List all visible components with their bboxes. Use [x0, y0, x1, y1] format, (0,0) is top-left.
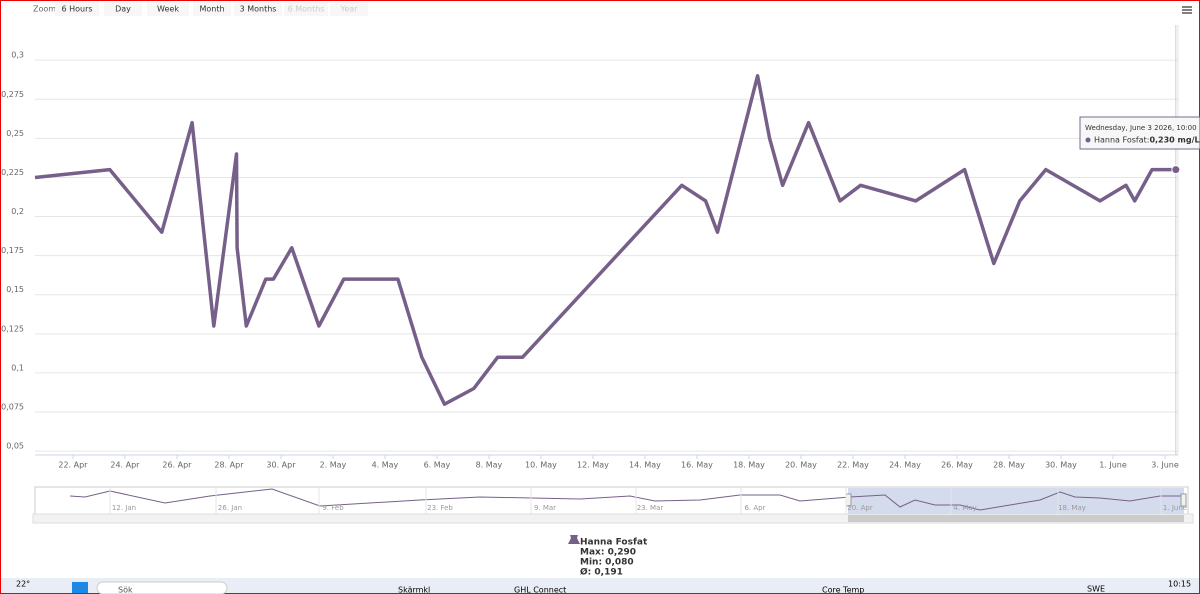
flask-icon	[568, 535, 580, 544]
x-tick-label: 24. Apr	[110, 461, 140, 470]
zoom-button[interactable]	[55, 2, 99, 16]
navigator-label: 4. May	[953, 504, 976, 512]
menu-button[interactable]	[1180, 5, 1194, 15]
y-tick-label: 0,25	[6, 129, 24, 138]
start-button[interactable]	[72, 582, 88, 593]
x-tick-label: 2. May	[320, 461, 347, 470]
taskbar-app[interactable]: GHL Connect	[514, 586, 566, 594]
series-line	[34, 74, 1176, 406]
scrollbar[interactable]	[32, 513, 1194, 524]
navigator-label: 6. Apr	[744, 504, 765, 512]
summary-avg: Ø: 0,191	[580, 567, 623, 578]
y-tick-label: 0,275	[1, 90, 24, 99]
navigator-label: 1. June	[1163, 504, 1187, 512]
tooltip	[1079, 116, 1200, 150]
y-tick-label: 0,15	[6, 285, 24, 294]
x-tick-label: 24. May	[889, 461, 921, 470]
zoom-button[interactable]	[330, 2, 368, 16]
navigator-label: 18. May	[1058, 504, 1086, 512]
x-tick-label: 16. May	[681, 461, 713, 470]
summary-min: Min: 0,080	[580, 558, 634, 568]
zoom-button[interactable]	[284, 2, 328, 16]
zoom-button[interactable]	[147, 2, 189, 16]
x-tick-label: 22. May	[837, 461, 869, 470]
zoom-button[interactable]	[104, 2, 142, 16]
navigator-label: 12. Jan	[112, 504, 136, 512]
x-tick-label: 22. Apr	[58, 461, 88, 470]
y-tick-label: 0,1	[11, 363, 24, 372]
navigator-label: 9. Mar	[534, 504, 556, 512]
y-tick-label: 0,05	[6, 442, 24, 451]
x-tick-label: 28. Apr	[214, 461, 244, 470]
zoom-button-label: 3 Months	[240, 5, 277, 14]
y-tick-label: 0,175	[1, 246, 24, 255]
zoom-button-label: Month	[199, 5, 224, 14]
x-tick-label: 6. May	[424, 461, 451, 470]
zoom-button[interactable]	[234, 2, 282, 16]
navigator-line	[69, 488, 1185, 511]
hover-point	[1171, 165, 1181, 175]
x-tick-label: 20. May	[785, 461, 817, 470]
zoom-button-label: 6 Hours	[61, 5, 92, 14]
taskbar-app[interactable]: Core Temp	[822, 586, 864, 594]
x-tick-label: 28. May	[993, 461, 1025, 470]
navigator-handle[interactable]	[1180, 493, 1187, 507]
navigator-label: 23. Feb	[427, 504, 453, 512]
tooltip-series: Hanna Fosfat:	[1094, 136, 1149, 145]
navigator-label: 20. Apr	[847, 504, 873, 512]
summary-name: Hanna Fosfat	[580, 538, 648, 548]
zoom-button-label: Week	[157, 5, 179, 14]
x-tick-label: 12. May	[577, 461, 609, 470]
zoom-button[interactable]	[193, 2, 231, 16]
summary-max: Max: 0,290	[580, 548, 636, 558]
x-tick-label: 8. May	[476, 461, 503, 470]
taskbar	[1, 578, 1199, 593]
tooltip-date: Wednesday, June 3 2026, 10:00	[1085, 124, 1197, 132]
x-tick-label: 26. May	[941, 461, 973, 470]
y-tick-label: 0,225	[1, 168, 24, 177]
language: SWE	[1087, 585, 1105, 594]
zoom-label: Zoom	[33, 5, 56, 14]
navigator-label: 23. Mar	[637, 504, 664, 512]
weather: 22°	[16, 580, 30, 589]
x-tick-label: 1. June	[1099, 461, 1127, 470]
taskbar-app[interactable]: Skärmkl	[398, 586, 430, 594]
x-tick-label: 30. May	[1045, 461, 1077, 470]
search-text: Sök	[118, 586, 133, 594]
navigator-label: 26. Jan	[218, 504, 242, 512]
x-tick-label: 18. May	[733, 461, 765, 470]
y-tick-label: 0,075	[1, 403, 24, 412]
x-tick-label: 10. May	[525, 461, 557, 470]
scrollbar-thumb[interactable]	[848, 515, 1184, 522]
zoom-button-label: Year	[340, 5, 359, 14]
x-tick-label: 26. Apr	[162, 461, 192, 470]
x-tick-label: 4. May	[372, 461, 399, 470]
navigator-label: 9. Feb	[322, 504, 344, 512]
tooltip-value: 0,230 mg/L	[1149, 136, 1199, 145]
navigator-mask[interactable]	[848, 488, 1184, 514]
zoom-button-label: Day	[115, 5, 131, 14]
tooltip-dot	[1085, 137, 1091, 143]
clock: 10:15	[1168, 580, 1191, 589]
y-tick-label: 0,2	[11, 207, 24, 216]
search-box[interactable]	[96, 581, 228, 594]
zoom-button-label: 6 Months	[288, 5, 325, 14]
y-tick-label: 0,3	[11, 51, 24, 60]
y-tick-label: 0,125	[1, 324, 24, 333]
x-tick-label: 14. May	[629, 461, 661, 470]
x-tick-label: 3. June	[1151, 461, 1179, 470]
x-tick-label: 30. Apr	[266, 461, 296, 470]
